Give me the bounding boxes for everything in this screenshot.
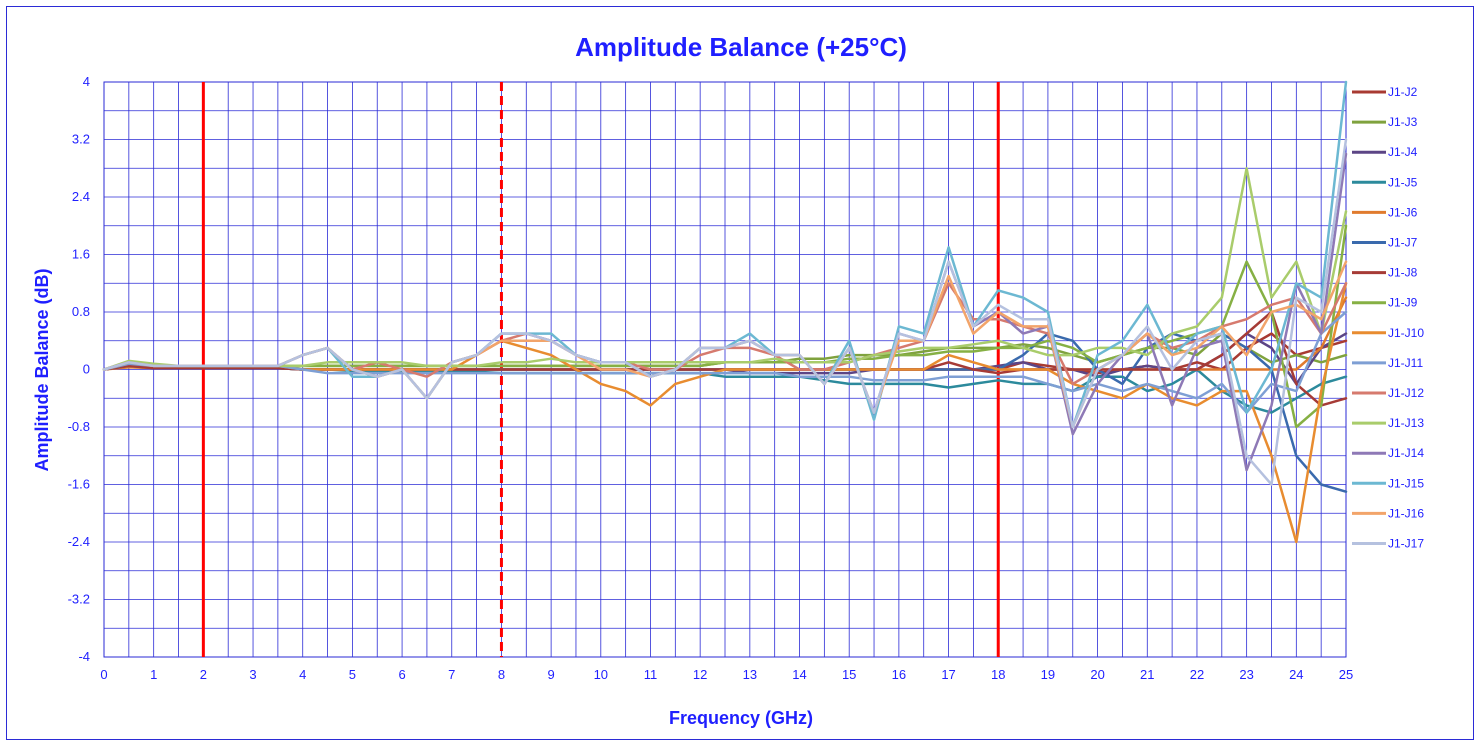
x-tick-label: 19 [1041, 667, 1055, 682]
y-tick-label: -3.2 [68, 592, 90, 607]
legend-label: J1-J6 [1388, 205, 1418, 219]
legend-label: J1-J11 [1388, 356, 1423, 370]
x-tick-label: 11 [644, 667, 658, 682]
x-axis-ticks: 0 1 2 3 4 5 6 7 8 9 10 11 12 13 14 15 16 17 18 19 20 21 22 23 24… [100, 667, 1353, 682]
series-line-j1-j13 [102, 167, 1348, 371]
legend: J1-J2 J1-J3 J1-J4 J1-J5 J1-J6 J1-J7 J1-J8 J1-J9… [1352, 85, 1424, 551]
x-tick-label: 13 [743, 667, 757, 682]
y-tick-label: 2.4 [72, 189, 90, 204]
x-tick-label: 14 [792, 667, 806, 682]
legend-label: J1-J10 [1388, 326, 1424, 340]
x-tick-label: 5 [349, 667, 356, 682]
series-layer [102, 80, 1348, 544]
y-axis-ticks: 4 3.2 2.4 1.6 0.8 0 -0.8 -1.6 -2.4 -3.2 -4 [68, 74, 90, 664]
x-tick-label: 7 [448, 667, 455, 682]
x-tick-label: 22 [1190, 667, 1204, 682]
legend-label: J1-J17 [1388, 537, 1424, 551]
legend-label: J1-J5 [1388, 175, 1418, 189]
x-tick-label: 12 [693, 667, 707, 682]
legend-label: J1-J3 [1388, 115, 1418, 129]
y-tick-label: -0.8 [68, 419, 90, 434]
legend-label: J1-J4 [1388, 145, 1418, 159]
legend-label: J1-J16 [1388, 506, 1424, 520]
x-tick-label: 0 [100, 667, 107, 682]
y-tick-label: 1.6 [72, 247, 90, 262]
x-tick-label: 6 [398, 667, 405, 682]
x-tick-label: 8 [498, 667, 505, 682]
series-line-j1-j17 [102, 138, 1348, 486]
legend-label: J1-J13 [1388, 416, 1424, 430]
y-tick-label: -4 [78, 649, 90, 664]
series-line-j1-j11 [102, 310, 1348, 414]
x-tick-label: 15 [842, 667, 856, 682]
x-tick-label: 4 [299, 667, 306, 682]
x-tick-label: 25 [1339, 667, 1353, 682]
y-tick-label: -2.4 [68, 534, 90, 549]
legend-label: J1-J2 [1388, 85, 1418, 99]
x-tick-label: 21 [1140, 667, 1154, 682]
x-axis-title: Frequency (GHz) [669, 708, 813, 728]
y-tick-label: 0 [83, 362, 90, 377]
legend-label: J1-J12 [1388, 386, 1424, 400]
x-tick-label: 17 [941, 667, 955, 682]
legend-label: J1-J14 [1388, 446, 1424, 460]
y-tick-label: -1.6 [68, 477, 90, 492]
y-axis-title: Amplitude Balance (dB) [32, 268, 52, 471]
x-tick-label: 1 [150, 667, 157, 682]
x-tick-label: 16 [892, 667, 906, 682]
x-tick-label: 23 [1239, 667, 1253, 682]
legend-label: J1-J9 [1388, 296, 1418, 310]
legend-label: J1-J8 [1388, 266, 1418, 280]
chart-title: Amplitude Balance (+25°C) [575, 32, 907, 62]
y-tick-label: 4 [83, 74, 90, 89]
x-tick-label: 20 [1090, 667, 1104, 682]
x-tick-label: 10 [594, 667, 608, 682]
x-tick-label: 24 [1289, 667, 1303, 682]
x-tick-label: 9 [548, 667, 555, 682]
legend-label: J1-J15 [1388, 476, 1424, 490]
y-tick-label: 3.2 [72, 132, 90, 147]
x-tick-label: 2 [200, 667, 207, 682]
y-tick-label: 0.8 [72, 304, 90, 319]
legend-label: J1-J7 [1388, 236, 1418, 250]
x-tick-label: 3 [249, 667, 256, 682]
x-tick-label: 18 [991, 667, 1005, 682]
